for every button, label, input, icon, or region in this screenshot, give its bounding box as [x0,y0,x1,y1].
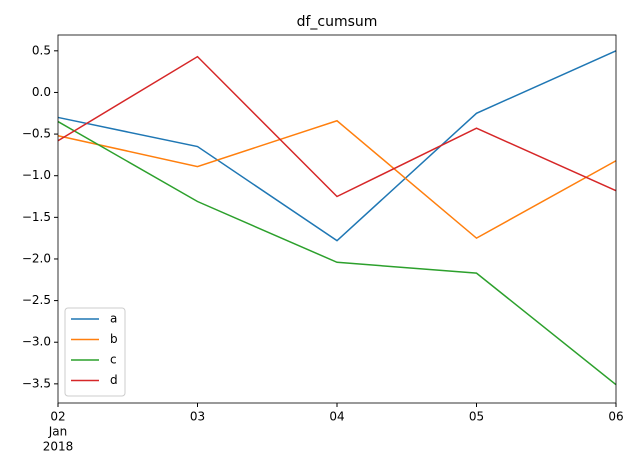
x-tick-label: 04 [329,410,344,424]
series-line [57,119,617,240]
legend-frame [64,307,126,397]
chart-title: df_cumsum [297,14,378,30]
x-tick-label: 06 [608,410,623,424]
y-tick-label: 0.0 [32,85,51,99]
y-tick-label: −0.5 [22,127,51,141]
y-tick-label: −1.5 [22,210,51,224]
x-tick-label: 03 [190,410,205,424]
y-tick-label: −1.0 [22,168,51,182]
y-tick-label: −3.5 [22,376,51,390]
legend-label: a [110,312,117,326]
x-year-label: 2018 [43,440,74,454]
legend-label: d [110,373,118,387]
legend-label: b [110,332,118,346]
y-tick-label: −2.0 [22,251,51,265]
y-tick-label: −3.0 [22,335,51,349]
plot-frame [57,34,617,404]
y-tick-label: −2.5 [22,293,51,307]
x-tick-label: 05 [469,410,484,424]
x-tick-label: 02 [50,410,65,424]
legend-label: c [110,353,117,367]
series-line [57,120,617,386]
x-month-label: Jan [48,425,68,439]
y-tick-label: 0.5 [32,43,51,57]
series-line [57,50,617,242]
series-line [57,55,617,198]
